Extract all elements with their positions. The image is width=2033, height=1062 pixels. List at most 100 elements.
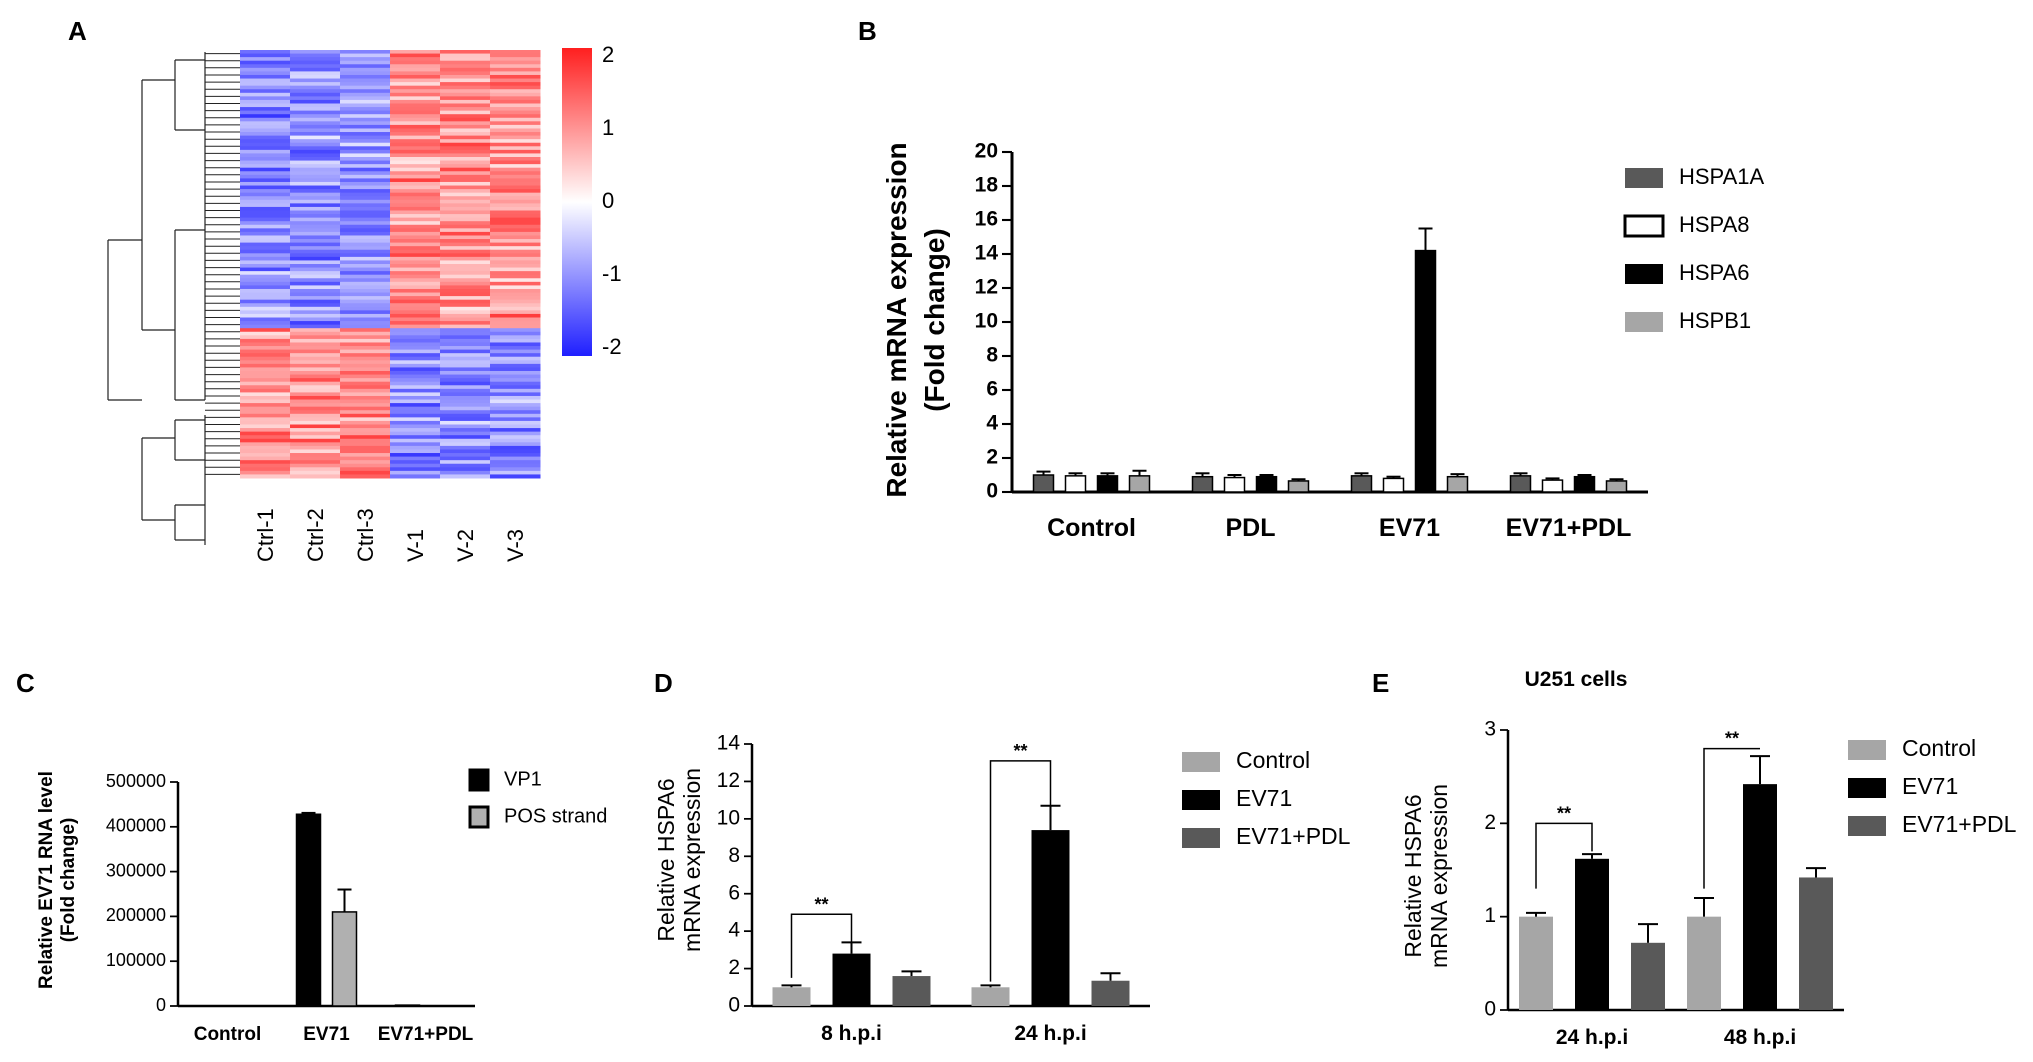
heatmap-cell [240,164,291,169]
heatmap-cell [290,57,341,62]
heatmap-cell [440,228,491,233]
heatmap-cell [390,395,441,401]
heatmap-row [240,442,541,447]
heatmap-row [240,146,541,151]
heatmap-row [240,60,541,65]
heatmap-cell [240,110,291,115]
heatmap-cell [490,406,541,411]
heatmap-row [240,96,541,101]
colorbar-tick-label: 0 [602,188,614,213]
y-tick-label: 12 [717,769,740,792]
heatmap-row [240,142,541,147]
heatmap-cell [490,353,541,358]
heatmap-cell [490,264,541,269]
heatmap-row [240,74,541,80]
legend-swatch [1848,778,1886,798]
heatmap-cell [440,267,491,272]
heatmap-cell [440,203,491,208]
heatmap-cell [390,185,441,190]
heatmap-cell [340,221,391,226]
heatmap-cell [390,82,441,87]
heatmap-row [240,303,541,308]
y-tick-label: 8 [728,844,740,867]
heatmap-row [240,260,541,265]
heatmap-cell [240,157,291,162]
heatmap-cell [340,335,391,340]
heatmap-row [240,117,541,122]
heatmap-cell [240,442,291,447]
heatmap-cell [290,206,341,211]
heatmap-cell [440,78,491,83]
heatmap-cell [490,378,541,383]
heatmap-cell [340,124,391,129]
heatmap-cell [240,281,291,286]
bar [892,976,931,1006]
heatmap-cell [390,181,441,187]
heatmap-cell [390,228,441,233]
heatmap-cell [290,267,341,272]
heatmap-row [240,324,541,329]
heatmap-cell [490,67,541,72]
heatmap-cell [340,417,391,422]
heatmap-cell [440,153,491,158]
heatmap-cell [390,174,441,179]
y-tick-label: 20 [975,140,998,163]
heatmap-cell [490,292,541,297]
heatmap-cell [490,342,541,347]
heatmap-cell [440,420,491,425]
heatmap-row [240,392,541,397]
heatmap-cell [290,360,341,365]
heatmap-cell [240,171,291,176]
panel-letter-a: A [68,16,87,46]
heatmap-cell [290,338,341,343]
heatmap-cell [340,53,391,58]
heatmap-cell [240,420,291,425]
heatmap-cell [490,306,541,311]
y-tick-label: 100000 [106,950,166,970]
heatmap-cell [490,82,541,87]
heatmap-cell [490,310,541,315]
heatmap-row [240,99,541,104]
heatmap-cell [340,142,391,147]
heatmap-cell [440,121,491,126]
heatmap-cell [290,456,341,461]
heatmap-cell [340,60,391,65]
heatmap-cell [390,139,441,144]
heatmap-cell [340,324,391,329]
heatmap-cell [240,410,291,415]
heatmap-cell [290,224,341,229]
heatmap-cell [390,210,441,215]
heatmap-cell [390,463,441,468]
heatmap-cell [440,67,491,72]
heatmap-cell [490,210,541,215]
heatmap-cell [290,310,341,315]
heatmap-cell [490,196,541,201]
legend-label: EV71 [1236,785,1292,811]
heatmap-row [240,167,541,172]
heatmap-cell [340,349,391,354]
heatmap-cell [240,306,291,311]
heatmap-cell [440,99,491,104]
heatmap-cell [390,164,441,169]
heatmap-cell [390,403,441,408]
heatmap-cell [240,92,291,97]
heatmap-cell [490,178,541,183]
heatmap-cell [340,114,391,119]
heatmap-cell [240,242,291,247]
heatmap-cell [240,299,291,304]
heatmap-cell [490,228,541,233]
legend-label: VP1 [504,768,542,790]
legend-swatch [1848,740,1886,760]
heatmap-cell [440,50,491,55]
heatmap-cell [390,271,441,276]
heatmap-cell [440,356,491,361]
heatmap-cell [340,360,391,365]
heatmap-cell [440,335,491,340]
heatmap-cell [340,99,391,104]
heatmap-cell [440,392,491,397]
heatmap-cell [390,135,441,140]
panel-letter-d: D [654,668,673,698]
heatmap-row [240,292,541,297]
heatmap-row [240,431,541,436]
panel-d-ylabel-line2: mRNA expression [679,768,705,952]
